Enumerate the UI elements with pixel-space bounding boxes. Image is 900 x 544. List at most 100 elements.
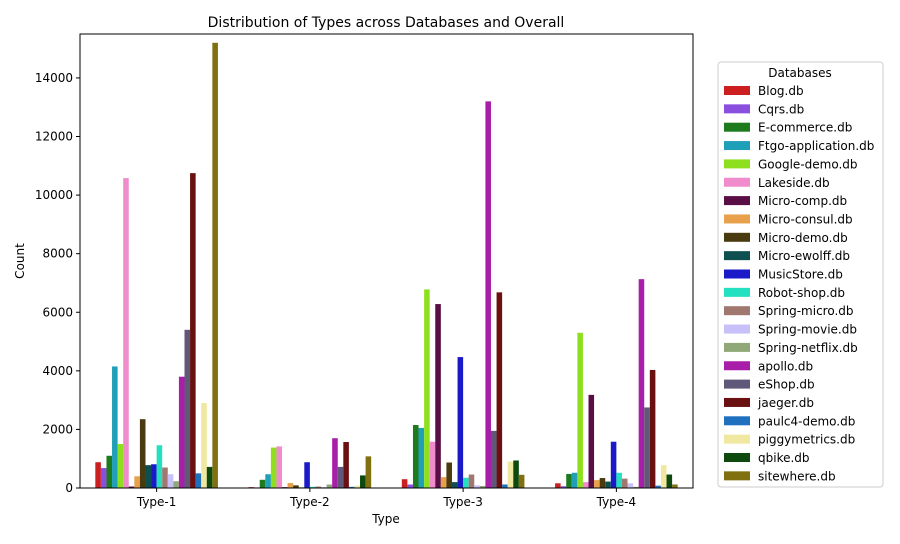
legend-swatch [724,122,750,132]
x-tick-label: Type-3 [442,495,483,509]
legend-label: eShop.db [758,378,815,392]
bar-eshop-db-type-3 [490,430,497,488]
y-tick-label: 10000 [35,188,73,202]
x-tick-label: Type-1 [136,495,177,509]
bar-micro-consul-db-type-1 [134,476,140,488]
legend-swatch [724,342,750,352]
legend-swatch [724,269,750,279]
bar-lakeside-db-type-2 [276,446,283,488]
bar-cqrs-db-type-4 [560,486,567,488]
bar-jaeger-db-type-4 [649,369,656,488]
bar-apollo-db-type-1 [178,376,185,488]
legend-label: Spring-movie.db [758,323,857,337]
bar-eshop-db-type-1 [184,329,191,488]
plot-bars [95,42,678,489]
bar-micro-comp-db-type-4 [588,394,595,488]
bar-google-demo-db-type-1 [117,444,124,488]
bar-cqrs-db-type-1 [100,468,107,488]
legend-label: E-commerce.db [758,121,852,135]
bar-blog-db-type-1 [95,462,101,488]
legend: Databases Blog.db Cqrs.db E-commerce.db Ftg… [717,61,884,488]
legend-swatch [724,104,750,114]
legend-label: Spring-micro.db [758,304,854,318]
bar-spring-netflix-db-type-2 [326,484,333,488]
bar-apollo-db-type-3 [485,101,491,489]
bar-musicstore-db-type-1 [151,464,157,488]
legend-label: Lakeside.db [758,176,830,190]
legend-label: Micro-comp.db [758,194,847,208]
bar-musicstore-db-type-2 [304,462,310,488]
x-tick-label: Type-2 [289,495,330,509]
bar-spring-movie-db-type-4 [627,483,634,488]
legend-swatch [724,306,750,316]
bar-micro-ewolff-db-type-1 [145,465,152,488]
bar-apollo-db-type-4 [638,279,645,488]
bar-eshop-db-type-2 [337,466,344,488]
y-tick-label: 12000 [35,130,73,144]
bar-micro-demo-db-type-4 [599,478,606,488]
bar-paulc4-demo-db-type-3 [502,484,508,488]
legend-label: Robot-shop.db [758,286,845,300]
legend-label: Ftgo-application.db [758,139,874,153]
bar-eshop-db-type-4 [644,407,650,488]
bar-spring-movie-db-type-3 [474,485,480,488]
bar-paulc4-demo-db-type-1 [195,473,202,488]
bar-musicstore-db-type-4 [610,441,617,488]
bar-google-demo-db-type-2 [270,447,277,488]
bar-piggymetrics-db-type-4 [660,465,667,488]
bar-micro-comp-db-type-1 [128,486,135,488]
legend-swatch [724,214,750,224]
legend-swatch [724,361,750,371]
legend-swatch [724,379,750,389]
bar-lakeside-db-type-3 [429,441,436,488]
legend-swatch [724,287,750,297]
bar-blog-db-type-3 [401,479,408,488]
y-tick-label: 4000 [42,364,73,378]
bar-jaeger-db-type-3 [496,292,503,488]
bar-robot-shop-db-type-1 [156,445,163,488]
y-tick-label: 8000 [42,247,73,261]
bar-spring-micro-db-type-3 [468,474,475,488]
bar-piggymetrics-db-type-2 [354,485,361,488]
bar-spring-netflix-db-type-4 [633,486,639,488]
bar-e-commerce-db-type-1 [106,455,113,488]
legend-label: Google-demo.db [758,157,858,171]
bar-apollo-db-type-2 [332,438,338,488]
bar-spring-netflix-db-type-3 [479,485,486,488]
bar-sitewhere-db-type-3 [518,474,525,488]
plot-axes: 0 2000 4000 6000 8000 10000 12000 14000 Type-1 Ty… [35,33,694,509]
x-tick-label: Type-4 [596,495,637,509]
legend-swatch [724,141,750,151]
legend-swatch [724,397,750,407]
legend-swatch [724,232,750,242]
bar-lakeside-db-type-4 [582,482,589,488]
bar-piggymetrics-db-type-1 [201,403,207,488]
bar-lakeside-db-type-1 [123,178,129,489]
legend-swatch [724,177,750,187]
bar-blog-db-type-4 [555,483,561,488]
bar-qbike-db-type-3 [513,460,519,488]
bar-robot-shop-db-type-4 [616,472,622,488]
bar-qbike-db-type-1 [206,466,213,488]
y-tick-label: 2000 [42,422,73,436]
legend-label: MusicStore.db [758,268,843,282]
bar-robot-shop-db-type-2 [309,486,316,488]
bar-jaeger-db-type-2 [343,442,349,488]
legend-label: qbike.db [758,451,810,465]
bar-spring-micro-db-type-4 [621,478,628,488]
bar-ftgo-application-db-type-3 [418,427,425,488]
legend-title: Databases [768,66,832,80]
legend-label: Micro-demo.db [758,231,848,245]
bar-e-commerce-db-type-4 [566,473,572,488]
legend-label: Spring-netflix.db [758,341,858,355]
bar-spring-netflix-db-type-1 [173,481,179,488]
legend-frame [717,61,884,488]
legend-swatch [724,196,750,206]
legend-label: apollo.db [758,359,813,373]
bar-micro-consul-db-type-3 [440,477,447,488]
legend-swatch [724,453,750,462]
bar-jaeger-db-type-1 [190,173,196,488]
bar-sitewhere-db-type-4 [672,484,678,488]
